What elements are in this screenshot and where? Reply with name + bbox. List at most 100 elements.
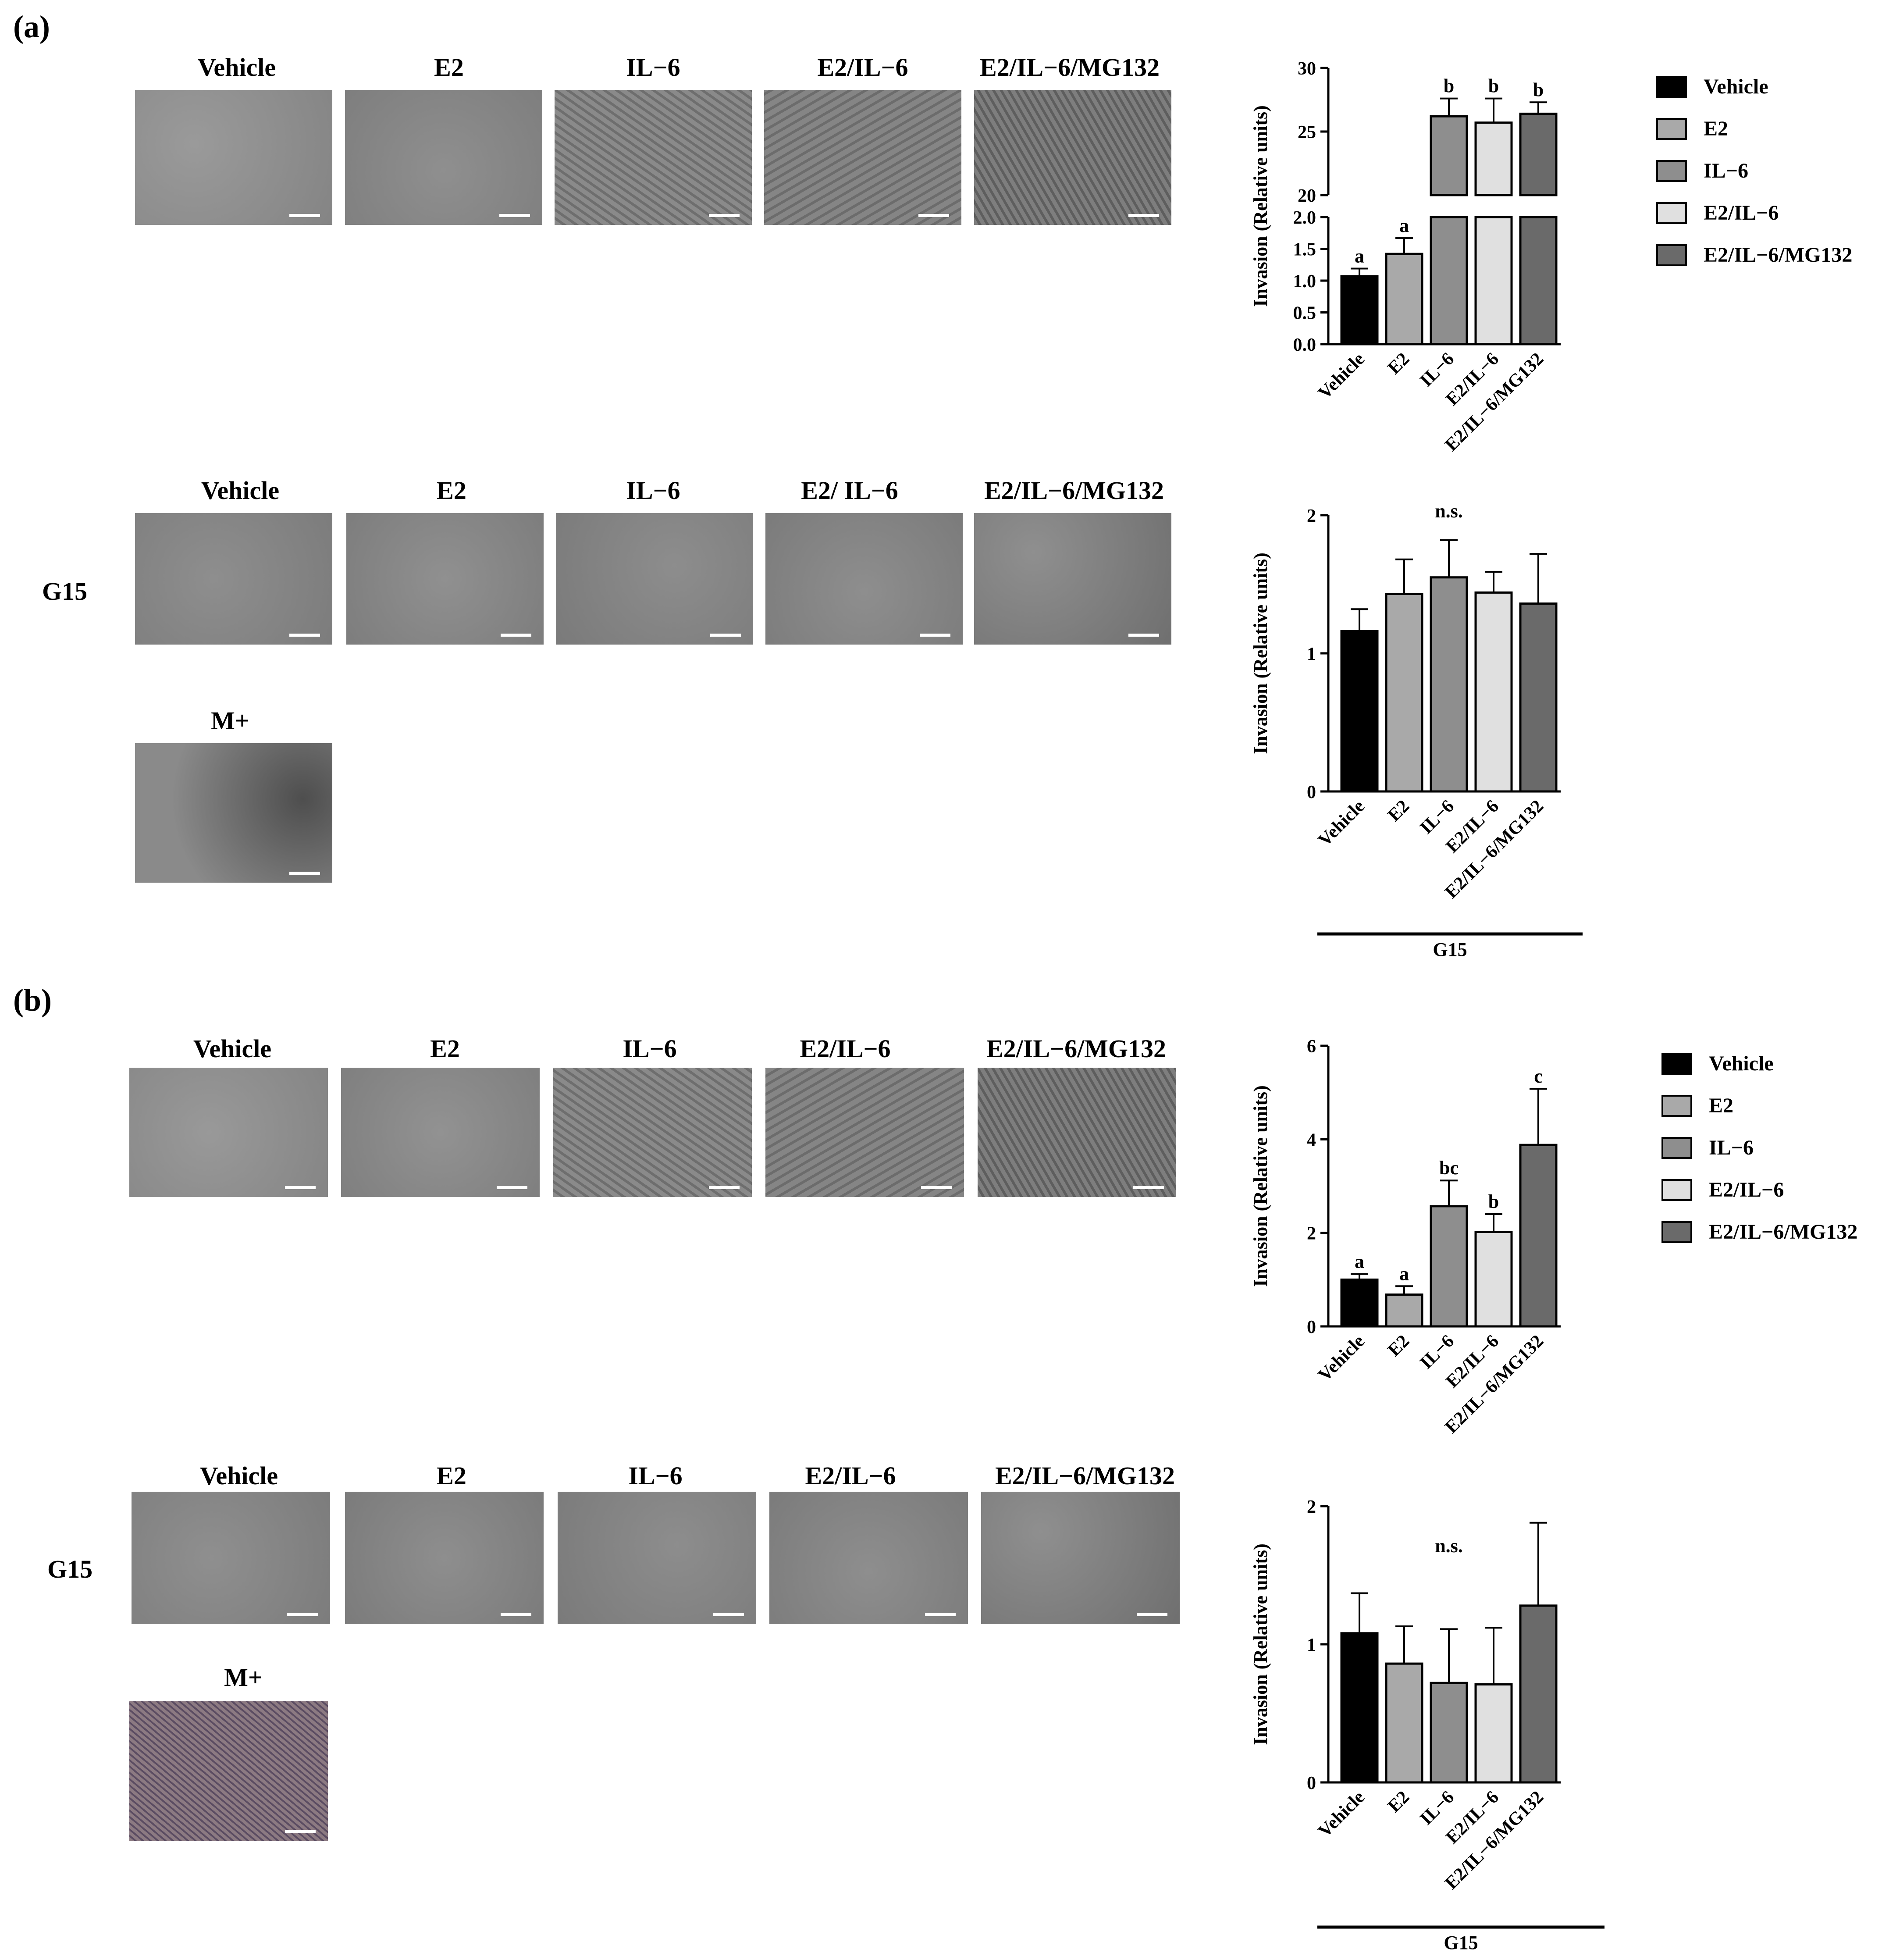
y-tick-label: 1.0 (1293, 271, 1316, 292)
micrograph-b2-e2il6 (769, 1492, 968, 1624)
bar (1519, 1144, 1558, 1328)
scale-bar (497, 1186, 527, 1189)
significance-letter: b (1533, 79, 1544, 100)
micro-label-a-mplus: M+ (211, 706, 249, 735)
bar (1474, 121, 1513, 196)
legend-swatch (1656, 202, 1687, 224)
x-tick-label: IL−6 (1416, 796, 1458, 838)
micro-label-b2-il6: IL−6 (628, 1461, 683, 1490)
legend-item-mg132: E2/IL−6/MG132 (1661, 1220, 1857, 1244)
micro-label-a1-vehicle: Vehicle (197, 53, 276, 82)
bar (1474, 1683, 1513, 1784)
ns-annotation: n.s. (1435, 1535, 1463, 1557)
significance-letter: a (1355, 245, 1364, 267)
x-tick-label: E2 (1384, 349, 1413, 378)
y-axis-label: Invasion (Relative units) (1250, 105, 1271, 307)
scale-bar (1128, 634, 1159, 637)
micrograph-b1-mg132 (978, 1068, 1176, 1197)
legend-item-il6: IL−6 (1656, 159, 1748, 183)
y-tick-label: 2 (1307, 506, 1316, 526)
scale-bar (713, 1613, 744, 1616)
significance-letter: a (1399, 215, 1409, 236)
micro-label-b2-mg132: E2/IL−6/MG132 (995, 1461, 1175, 1490)
micro-label-a2-vehicle: Vehicle (201, 476, 280, 505)
micrograph-b1-il6 (553, 1068, 752, 1197)
y-axis-label: Invasion (Relative units) (1250, 1085, 1271, 1287)
legend-a: Vehicle E2 IL−6 E2/IL−6 E2/IL−6/MG132 (1656, 75, 1875, 285)
legend-swatch (1661, 1221, 1692, 1243)
legend-item-vehicle: Vehicle (1661, 1051, 1774, 1076)
legend-item-e2il6: E2/IL−6 (1656, 201, 1779, 225)
bar (1340, 630, 1379, 793)
bar (1474, 1231, 1513, 1328)
bar (1430, 1205, 1468, 1328)
bar (1385, 253, 1423, 346)
legend-item-mg132: E2/IL−6/MG132 (1656, 243, 1852, 267)
y-axis-label: Invasion (Relative units) (1250, 1543, 1271, 1745)
legend-label: E2 (1709, 1094, 1734, 1117)
scale-bar (501, 634, 531, 637)
legend-label: E2/IL−6 (1709, 1178, 1784, 1201)
bar (1385, 593, 1423, 793)
legend-swatch (1656, 160, 1687, 182)
scale-bar (925, 1613, 956, 1616)
ns-annotation: n.s. (1435, 500, 1463, 522)
micrograph-a1-e2 (345, 90, 542, 225)
legend-item-e2: E2 (1661, 1094, 1733, 1118)
y-tick-label: 1 (1307, 1635, 1316, 1655)
legend-label: IL−6 (1709, 1136, 1754, 1159)
chart-a-g15: 0 1 2 Invasion (Relative units) Vehicle E2 IL−… (1250, 500, 1583, 960)
legend-swatch (1661, 1179, 1692, 1201)
x-tick-label: IL−6 (1416, 1787, 1458, 1829)
chart-b-top: 0 2 4 6 Invasion (Relative units) a Vehicle a E2… (1250, 1037, 1561, 1437)
scale-bar (710, 634, 741, 637)
micro-label-b1-vehicle: Vehicle (193, 1034, 272, 1063)
y-tick-label: 2 (1307, 1224, 1316, 1244)
micro-label-b2-e2: E2 (437, 1461, 466, 1490)
scale-bar (499, 214, 530, 217)
legend-label: E2 (1704, 117, 1729, 140)
scale-bar (920, 634, 950, 637)
x-tick-label: IL−6 (1416, 1331, 1458, 1373)
scale-bar (289, 872, 320, 875)
y-tick-label: 4 (1307, 1130, 1316, 1150)
y-tick-label: 2 (1307, 1497, 1316, 1517)
micrograph-b1-vehicle (129, 1068, 328, 1197)
x-tick-label: E2 (1384, 1787, 1413, 1817)
y-tick-label: 0 (1307, 1773, 1316, 1793)
bar (1519, 112, 1558, 196)
scale-bar (1128, 214, 1159, 217)
x-tick-label: Vehicle (1314, 1787, 1369, 1842)
legend-swatch (1661, 1052, 1692, 1075)
micrograph-b2-e2 (345, 1492, 544, 1624)
significance-letter: b (1488, 1191, 1499, 1212)
x-tick-label: Vehicle (1314, 1331, 1369, 1386)
micrograph-a1-il6 (555, 90, 752, 225)
legend-label: Vehicle (1704, 75, 1768, 98)
scale-bar (1133, 1186, 1164, 1189)
x-tick-label: IL−6 (1416, 349, 1458, 391)
bar (1385, 1293, 1423, 1328)
micro-label-b1-il6: IL−6 (623, 1034, 677, 1063)
micro-label-a2-mg132: E2/IL−6/MG132 (984, 476, 1164, 505)
micrograph-b1-e2il6 (765, 1068, 964, 1197)
micro-label-b-mplus: M+ (224, 1663, 263, 1692)
micrograph-a-mplus (135, 743, 332, 883)
legend-item-e2il6: E2/IL−6 (1661, 1178, 1784, 1202)
chart-b-g15: 0 1 2 Invasion (Relative units) Vehicle E2 IL−… (1250, 1497, 1605, 1953)
micro-label-a2-e2il6: E2/ IL−6 (801, 476, 898, 505)
scale-bar (285, 1830, 316, 1833)
micro-label-b1-mg132: E2/IL−6/MG132 (986, 1034, 1167, 1063)
legend-label: IL−6 (1704, 159, 1749, 182)
bar (1430, 115, 1468, 196)
significance-letter: a (1355, 1251, 1364, 1272)
bar (1519, 1604, 1558, 1784)
scale-bar (1137, 1613, 1167, 1616)
micro-label-b1-e2: E2 (430, 1034, 460, 1063)
micrograph-a2-vehicle (135, 513, 332, 645)
legend-item-il6: IL−6 (1661, 1136, 1754, 1160)
y-tick-label: 0.0 (1293, 335, 1316, 355)
legend-label: Vehicle (1709, 1052, 1774, 1075)
significance-letter: a (1399, 1263, 1409, 1284)
scale-bar (709, 214, 740, 217)
